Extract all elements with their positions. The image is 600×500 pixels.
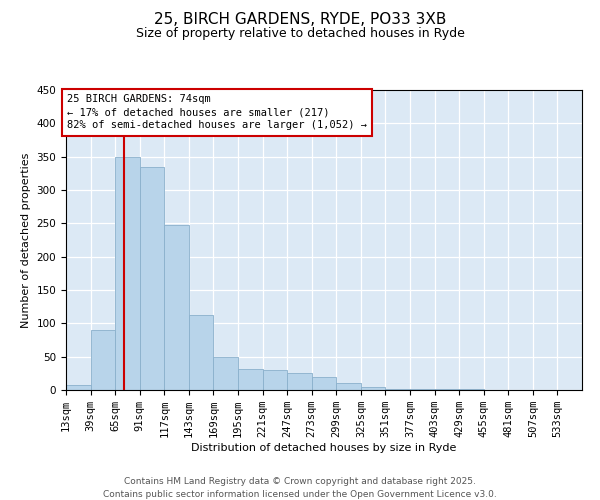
Bar	[238, 368, 263, 390]
Text: Contains HM Land Registry data © Crown copyright and database right 2025.: Contains HM Land Registry data © Crown c…	[124, 478, 476, 486]
Text: 25 BIRCH GARDENS: 74sqm
← 17% of detached houses are smaller (217)
82% of semi-d: 25 BIRCH GARDENS: 74sqm ← 17% of detache…	[67, 94, 367, 130]
Bar	[361, 386, 385, 390]
Bar	[115, 156, 140, 390]
Bar	[214, 356, 238, 390]
Bar	[140, 166, 164, 390]
Bar	[312, 376, 336, 390]
X-axis label: Distribution of detached houses by size in Ryde: Distribution of detached houses by size …	[191, 443, 457, 453]
Bar	[287, 374, 312, 390]
Bar	[336, 384, 361, 390]
Bar	[66, 386, 91, 390]
Text: Contains public sector information licensed under the Open Government Licence v3: Contains public sector information licen…	[103, 490, 497, 499]
Y-axis label: Number of detached properties: Number of detached properties	[21, 152, 31, 328]
Bar	[385, 388, 410, 390]
Text: 25, BIRCH GARDENS, RYDE, PO33 3XB: 25, BIRCH GARDENS, RYDE, PO33 3XB	[154, 12, 446, 28]
Bar	[189, 314, 214, 390]
Text: Size of property relative to detached houses in Ryde: Size of property relative to detached ho…	[136, 28, 464, 40]
Bar	[91, 330, 115, 390]
Bar	[263, 370, 287, 390]
Bar	[164, 224, 189, 390]
